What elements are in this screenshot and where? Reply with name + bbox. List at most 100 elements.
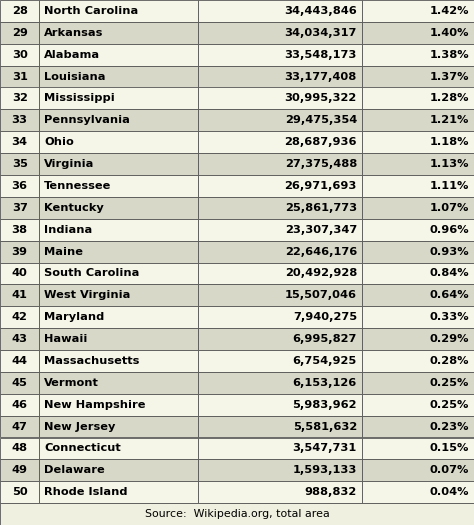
Text: 34,034,317: 34,034,317 — [284, 28, 357, 38]
Bar — [362, 394, 474, 416]
Text: 26,971,693: 26,971,693 — [284, 181, 357, 191]
Text: 29: 29 — [12, 28, 27, 38]
Bar — [362, 0, 474, 22]
Text: 28: 28 — [12, 6, 27, 16]
Bar — [39, 131, 198, 153]
Bar — [0, 197, 39, 219]
Text: 48: 48 — [12, 444, 27, 454]
Bar — [198, 372, 362, 394]
Bar — [0, 459, 39, 481]
Bar — [362, 219, 474, 240]
Bar — [362, 372, 474, 394]
Bar — [39, 219, 198, 240]
Bar — [0, 175, 39, 197]
Text: 0.23%: 0.23% — [430, 422, 469, 432]
Text: Louisiana: Louisiana — [44, 71, 106, 81]
Text: 988,832: 988,832 — [305, 487, 357, 497]
Text: Maine: Maine — [44, 247, 83, 257]
Text: 0.29%: 0.29% — [430, 334, 469, 344]
Bar — [362, 481, 474, 503]
Bar — [39, 394, 198, 416]
Bar — [198, 0, 362, 22]
Bar — [198, 437, 362, 459]
Text: 39: 39 — [12, 247, 27, 257]
Bar — [362, 109, 474, 131]
Text: 1.40%: 1.40% — [430, 28, 469, 38]
Bar — [362, 197, 474, 219]
Bar — [198, 306, 362, 328]
Text: Alabama: Alabama — [44, 50, 100, 60]
Bar — [39, 153, 198, 175]
Bar — [39, 22, 198, 44]
Bar — [362, 44, 474, 66]
Text: 31: 31 — [12, 71, 27, 81]
Text: 47: 47 — [12, 422, 27, 432]
Bar — [0, 240, 39, 262]
Text: Tennessee: Tennessee — [44, 181, 111, 191]
Text: 0.15%: 0.15% — [430, 444, 469, 454]
Bar — [0, 22, 39, 44]
Text: 3,547,731: 3,547,731 — [292, 444, 357, 454]
Bar — [0, 219, 39, 240]
Text: 0.96%: 0.96% — [429, 225, 469, 235]
Text: Pennsylvania: Pennsylvania — [44, 116, 130, 125]
Text: 30,995,322: 30,995,322 — [285, 93, 357, 103]
Bar — [0, 372, 39, 394]
Text: 33,177,408: 33,177,408 — [285, 71, 357, 81]
Text: 1.37%: 1.37% — [430, 71, 469, 81]
Bar — [362, 459, 474, 481]
Text: 33,548,173: 33,548,173 — [284, 50, 357, 60]
Bar — [0, 285, 39, 306]
Bar — [362, 22, 474, 44]
Bar — [198, 131, 362, 153]
Bar — [39, 459, 198, 481]
Bar — [0, 503, 474, 525]
Bar — [0, 481, 39, 503]
Text: 46: 46 — [12, 400, 27, 410]
Text: Rhode Island: Rhode Island — [44, 487, 128, 497]
Bar — [198, 350, 362, 372]
Bar — [0, 394, 39, 416]
Text: 1.21%: 1.21% — [430, 116, 469, 125]
Text: 1.38%: 1.38% — [429, 50, 469, 60]
Text: West Virginia: West Virginia — [44, 290, 130, 300]
Bar — [0, 0, 39, 22]
Text: 7,940,275: 7,940,275 — [293, 312, 357, 322]
Bar — [0, 437, 39, 459]
Text: 38: 38 — [12, 225, 27, 235]
Text: 1.13%: 1.13% — [430, 159, 469, 169]
Bar — [39, 481, 198, 503]
Text: 33: 33 — [12, 116, 27, 125]
Bar — [198, 416, 362, 437]
Bar — [198, 22, 362, 44]
Bar — [39, 197, 198, 219]
Text: Connecticut: Connecticut — [44, 444, 121, 454]
Text: 42: 42 — [12, 312, 27, 322]
Text: 34: 34 — [12, 137, 27, 147]
Bar — [362, 306, 474, 328]
Bar — [362, 285, 474, 306]
Text: 0.04%: 0.04% — [430, 487, 469, 497]
Text: New Hampshire: New Hampshire — [44, 400, 146, 410]
Text: 49: 49 — [12, 465, 27, 475]
Bar — [362, 153, 474, 175]
Text: 32: 32 — [12, 93, 27, 103]
Bar — [198, 240, 362, 262]
Bar — [0, 306, 39, 328]
Text: Vermont: Vermont — [44, 378, 99, 388]
Text: South Carolina: South Carolina — [44, 268, 139, 278]
Bar — [0, 416, 39, 437]
Text: Indiana: Indiana — [44, 225, 92, 235]
Text: 34,443,846: 34,443,846 — [284, 6, 357, 16]
Bar — [39, 416, 198, 437]
Text: 28,687,936: 28,687,936 — [284, 137, 357, 147]
Text: 0.93%: 0.93% — [429, 247, 469, 257]
Text: 0.84%: 0.84% — [429, 268, 469, 278]
Bar — [362, 437, 474, 459]
Text: Virginia: Virginia — [44, 159, 94, 169]
Bar — [39, 66, 198, 88]
Text: 40: 40 — [12, 268, 27, 278]
Text: 50: 50 — [12, 487, 27, 497]
Bar — [39, 350, 198, 372]
Bar — [39, 306, 198, 328]
